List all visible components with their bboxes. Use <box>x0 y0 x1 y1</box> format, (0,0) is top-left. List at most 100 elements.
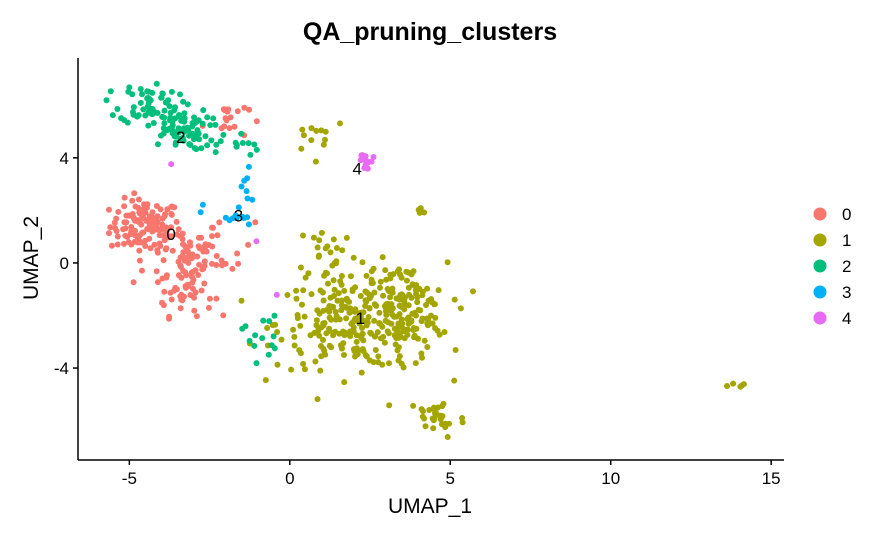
legend-key-0 <box>813 207 827 221</box>
cluster-1-point <box>339 345 345 352</box>
cluster-2-point <box>109 112 116 119</box>
cluster-1-point <box>371 301 378 308</box>
cluster-1-point <box>316 332 323 339</box>
cluster-0-point <box>154 213 161 220</box>
cluster-1-point <box>342 303 349 310</box>
cluster-1-point <box>424 285 431 292</box>
cluster-1-point <box>320 337 326 343</box>
cluster-0-point <box>227 114 234 121</box>
cluster-1-point <box>326 327 333 334</box>
cluster-2-point <box>207 122 214 129</box>
legend-label-4: 4 <box>842 309 851 328</box>
cluster-1-point <box>343 315 350 322</box>
cluster-1-point <box>410 325 417 331</box>
cluster-1-point <box>314 396 321 403</box>
cluster-2-point <box>268 342 275 349</box>
cluster-0-point <box>112 225 119 232</box>
cluster-0-point <box>198 234 205 241</box>
cluster-1-point <box>421 209 428 216</box>
cluster-0-point <box>154 279 161 286</box>
cluster-1-point <box>359 259 366 266</box>
cluster-1-point <box>423 315 430 322</box>
cluster-2-point <box>202 133 209 140</box>
cluster-1-point <box>405 320 412 327</box>
cluster-1-point <box>724 383 730 389</box>
cluster-1-point <box>337 278 344 285</box>
cluster-2-point <box>171 107 178 114</box>
cluster-2-point <box>137 86 144 92</box>
cluster-1-point <box>359 325 365 331</box>
cluster-2-point <box>177 135 184 142</box>
cluster-1-point <box>376 309 383 316</box>
cluster-2-point <box>153 80 160 87</box>
cluster-1-point <box>379 323 386 330</box>
y-axis-ticks: -4 0 4 <box>54 149 78 378</box>
cluster-1-point <box>740 381 747 388</box>
cluster-0-point <box>131 190 138 197</box>
cluster-4-label: 4 <box>352 159 361 178</box>
cluster-1-point <box>293 295 300 302</box>
cluster-1-point <box>320 345 327 352</box>
legend-label-2: 2 <box>842 257 851 276</box>
cluster-1-point <box>382 267 389 274</box>
cluster-1-point <box>344 297 351 304</box>
x-axis-ticks: -5 0 5 10 15 <box>122 460 781 488</box>
cluster-0-point <box>196 261 203 268</box>
cluster-2-point <box>208 137 215 144</box>
cluster-0-point <box>136 247 143 254</box>
cluster-1-point <box>337 120 343 127</box>
cluster-0-point <box>213 253 220 259</box>
cluster-3-point <box>199 201 206 208</box>
legend-label-1: 1 <box>842 231 851 250</box>
cluster-1-point <box>730 380 737 387</box>
cluster-0-point <box>147 245 154 252</box>
cluster-0-point <box>187 292 194 298</box>
cluster-1-point <box>339 247 346 254</box>
cluster-0-point <box>184 248 191 255</box>
cluster-3-point <box>243 188 250 195</box>
cluster-2-point <box>200 107 207 114</box>
cluster-1-point <box>423 302 429 308</box>
cluster-0-point <box>161 237 168 244</box>
cluster-2-point <box>172 141 179 148</box>
cluster-0-point <box>154 219 161 225</box>
cluster-1-point <box>418 350 425 357</box>
cluster-1-point <box>400 302 407 309</box>
cluster-2-point <box>181 115 188 122</box>
cluster-0-point <box>153 268 160 275</box>
cluster-1-point <box>347 305 354 312</box>
cluster-2-point <box>181 110 188 117</box>
cluster-1-point <box>318 324 325 331</box>
cluster-1-point <box>353 338 360 345</box>
cluster-1-point <box>459 419 466 426</box>
cluster-1-point <box>339 297 345 304</box>
cluster-0-point <box>172 284 179 291</box>
cluster-0-point <box>115 208 122 215</box>
cluster-1-point <box>359 346 366 353</box>
cluster-0-point <box>177 254 184 261</box>
cluster-0-point <box>231 123 238 130</box>
cluster-0-point <box>121 240 127 247</box>
cluster-3-point <box>232 212 239 219</box>
cluster-2-point <box>270 333 277 340</box>
cluster-0-point <box>175 226 182 233</box>
cluster-1-label: 1 <box>356 309 365 328</box>
cluster-1-point <box>274 329 281 335</box>
cluster-1-point <box>414 299 421 306</box>
cluster-1-point <box>320 297 327 304</box>
cluster-2-point <box>118 115 125 122</box>
cluster-1-point <box>327 249 334 256</box>
cluster-4-point <box>273 291 280 298</box>
cluster-2-point <box>150 120 157 126</box>
cluster-2-point <box>199 120 206 127</box>
cluster-2-point <box>190 136 197 143</box>
cluster-2-point <box>195 117 202 124</box>
cluster-1-point <box>322 351 329 358</box>
cluster-1-point <box>331 292 337 299</box>
cluster-1-point <box>381 339 388 346</box>
cluster-2-point <box>204 114 211 121</box>
cluster-0-point <box>108 242 115 249</box>
cluster-3-point <box>245 163 252 170</box>
cluster-0-point <box>164 226 171 233</box>
cluster-0-point <box>169 247 176 254</box>
